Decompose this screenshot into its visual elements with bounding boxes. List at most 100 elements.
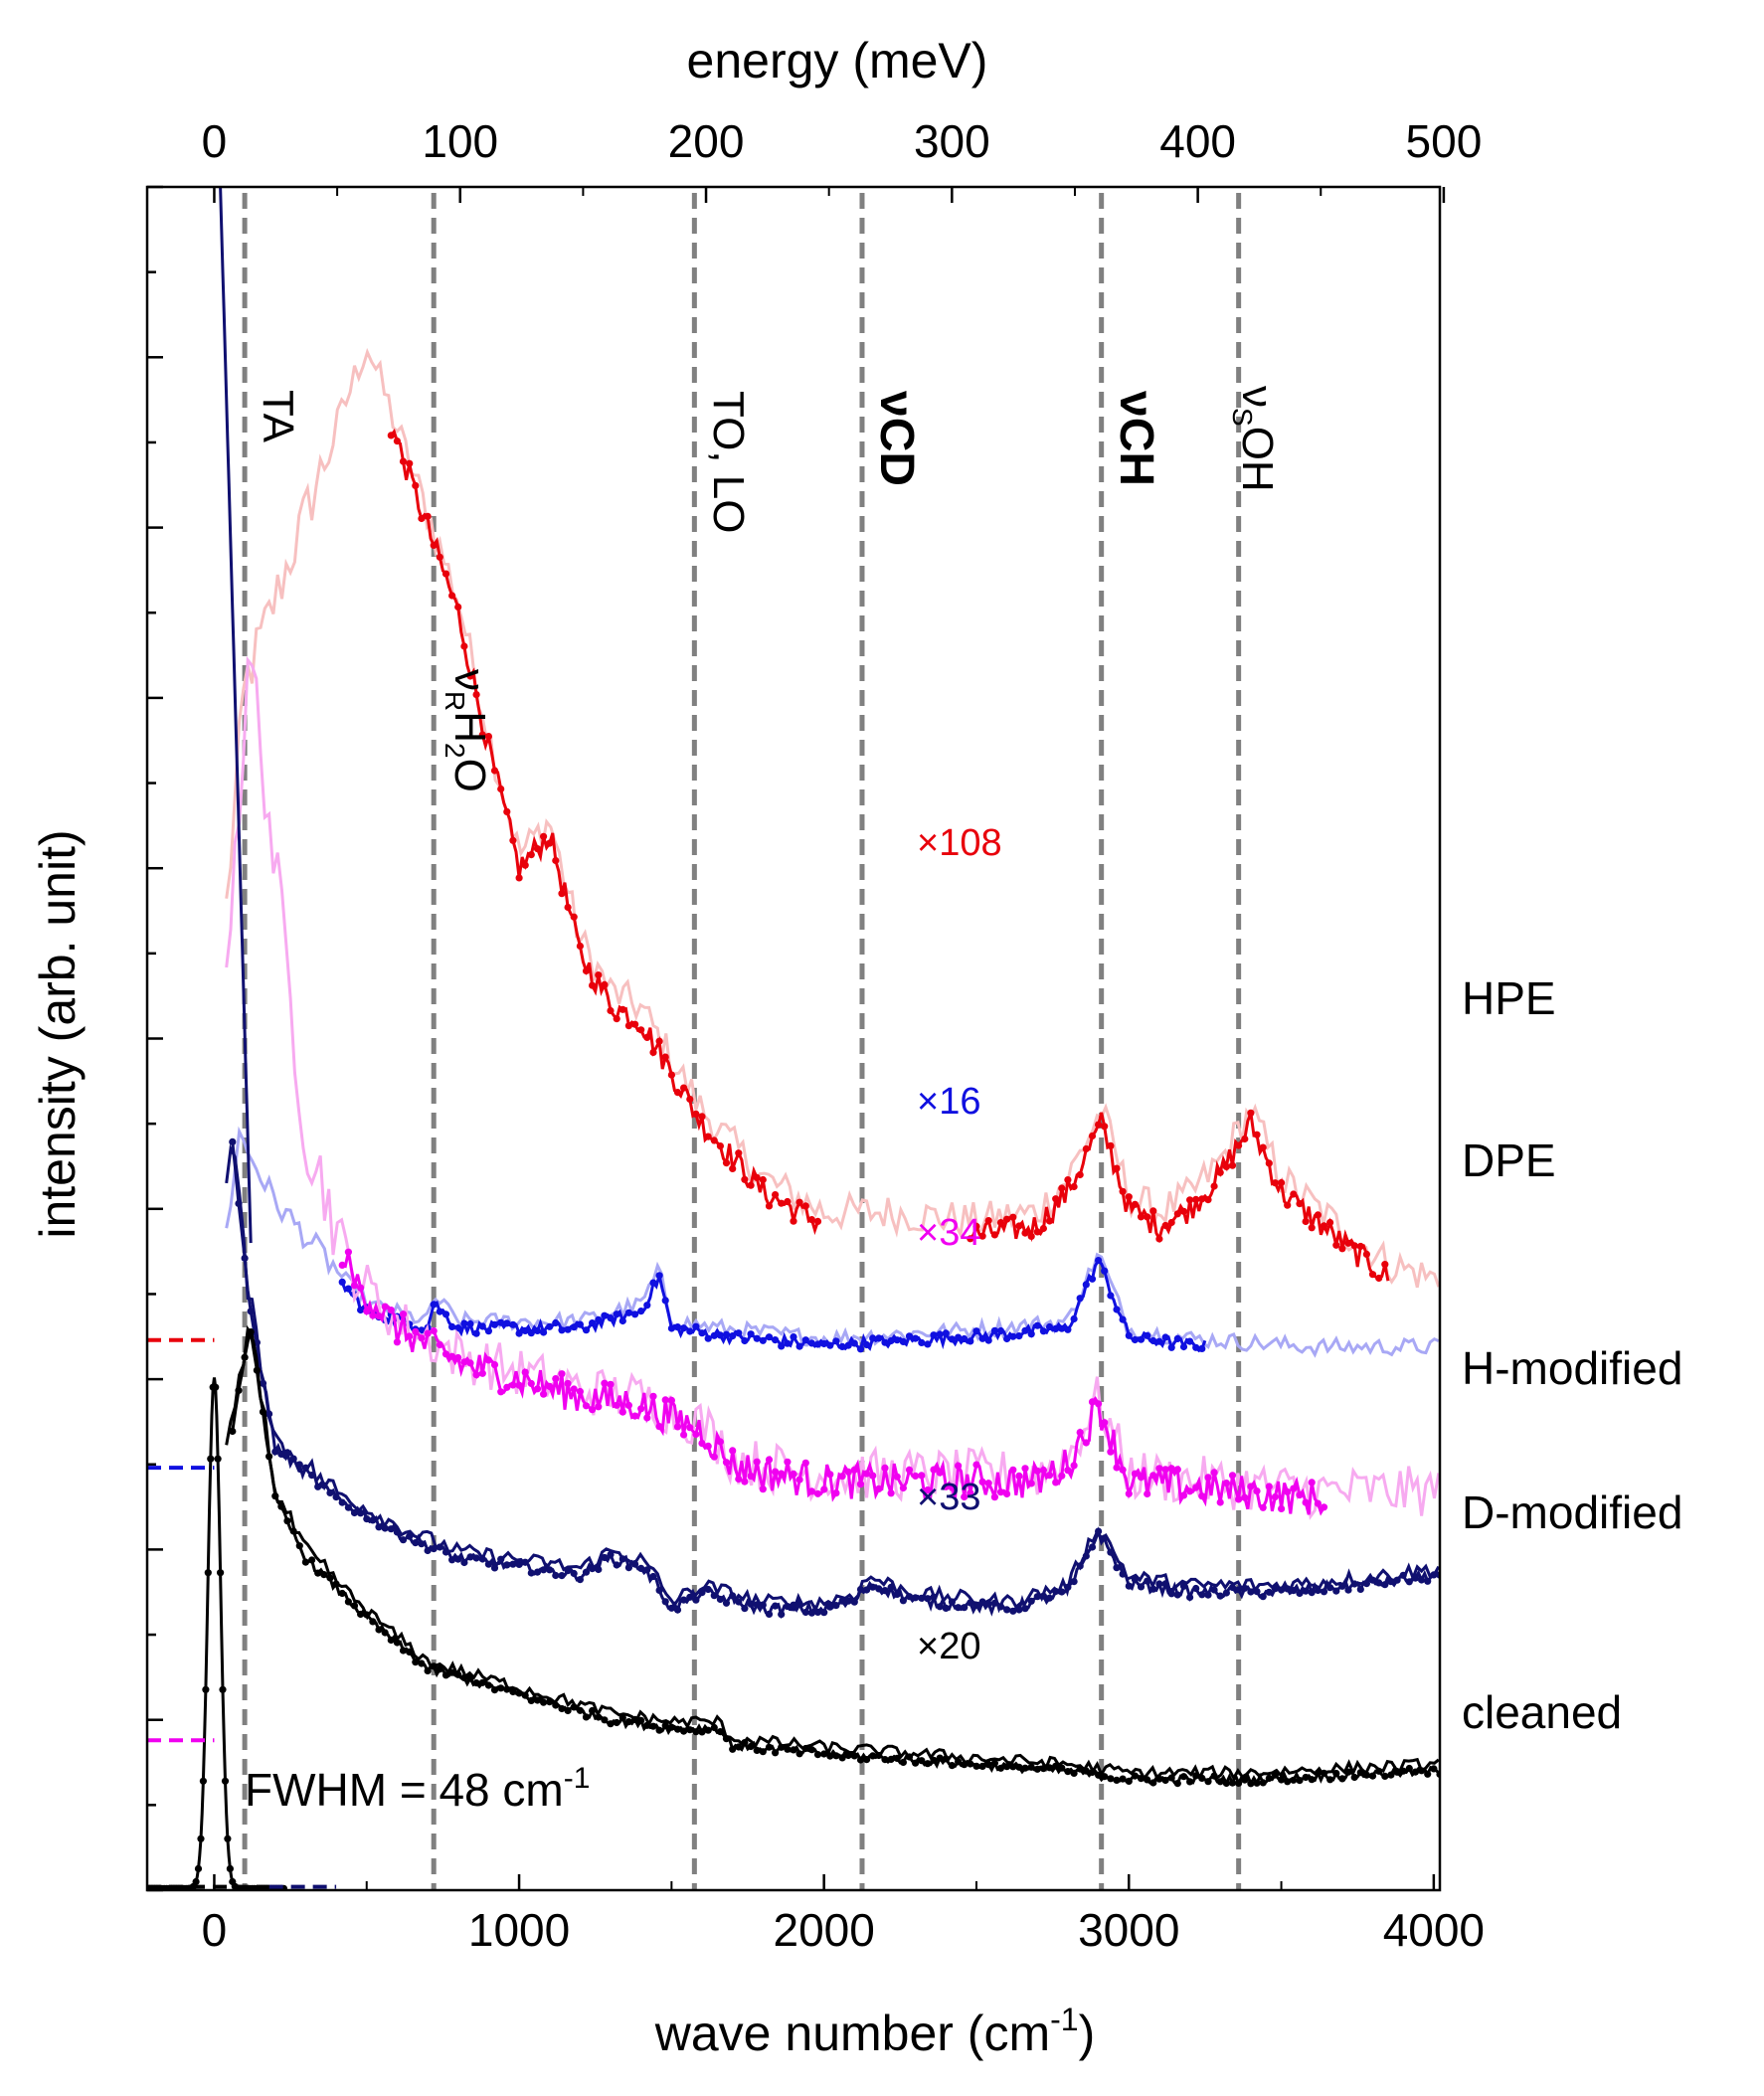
series-cleaned-point bbox=[1418, 1767, 1426, 1775]
series-d-modified-point bbox=[406, 1532, 414, 1540]
series-h-modified-point bbox=[1241, 1493, 1249, 1501]
series-dpe-point bbox=[948, 1335, 957, 1343]
series-cleaned-point bbox=[1296, 1777, 1304, 1785]
factor-cleaned: ×20 bbox=[917, 1626, 980, 1667]
series-hpe-point bbox=[1027, 1232, 1035, 1240]
series-hpe-point bbox=[595, 971, 603, 979]
series-hpe-point bbox=[759, 1175, 767, 1184]
series-dpe-point bbox=[607, 1314, 615, 1322]
series-dpe-point bbox=[686, 1327, 694, 1335]
series-hpe-point bbox=[1088, 1132, 1097, 1140]
series-hpe-point bbox=[1338, 1245, 1346, 1253]
series-d-modified-point bbox=[856, 1585, 865, 1594]
series-hpe-point bbox=[698, 1113, 706, 1121]
series-d-modified-point bbox=[484, 1560, 492, 1568]
series-h-modified-point bbox=[996, 1488, 1005, 1496]
series-dpe-point bbox=[466, 1319, 474, 1328]
series-cleaned-point bbox=[1430, 1765, 1438, 1773]
series-d-modified-point bbox=[686, 1593, 694, 1601]
series-dpe-point bbox=[790, 1333, 797, 1341]
series-cleaned-point bbox=[1332, 1769, 1340, 1778]
series-dpe-point bbox=[430, 1301, 438, 1309]
series-h-modified-point bbox=[338, 1261, 346, 1269]
series-hpe-point bbox=[424, 512, 432, 520]
series-cleaned-point bbox=[1125, 1777, 1133, 1785]
series-d-modified-point bbox=[967, 1599, 974, 1607]
series-d-modified-point bbox=[338, 1498, 346, 1506]
series-dpe-point bbox=[1155, 1337, 1163, 1345]
series-hpe-point bbox=[637, 1026, 645, 1034]
series-h-modified-point bbox=[552, 1375, 560, 1383]
series-cleaned-point bbox=[399, 1647, 408, 1655]
series-cleaned-point bbox=[722, 1735, 731, 1743]
series-cleaned-point bbox=[363, 1611, 371, 1619]
series-hpe-point bbox=[1204, 1196, 1212, 1204]
series-h-modified-point bbox=[1027, 1480, 1035, 1487]
series-cleaned-point bbox=[881, 1756, 889, 1764]
series-h-modified-point bbox=[881, 1464, 889, 1472]
series-d-modified-point bbox=[1350, 1580, 1358, 1588]
series-d-modified-point bbox=[1144, 1577, 1151, 1585]
series-h-modified-point bbox=[813, 1489, 822, 1497]
series-hpe-point bbox=[984, 1217, 992, 1225]
series-dpe-point bbox=[844, 1341, 852, 1349]
series-hpe-point bbox=[1296, 1200, 1304, 1208]
series-hpe-point bbox=[978, 1232, 986, 1240]
series-h-modified-point bbox=[393, 1338, 401, 1346]
series-h-modified-point bbox=[441, 1350, 450, 1358]
series-d-modified-point bbox=[1284, 1585, 1292, 1593]
top-tick-label: 200 bbox=[668, 115, 745, 167]
series-hpe-point bbox=[1235, 1141, 1243, 1149]
series-cleaned-point bbox=[637, 1716, 645, 1724]
series-hpe-point bbox=[1149, 1207, 1157, 1215]
series-dpe-point bbox=[1039, 1327, 1047, 1335]
series-d-modified-point bbox=[1411, 1574, 1420, 1582]
series-cleaned-point bbox=[850, 1752, 858, 1760]
series-d-modified-point bbox=[1033, 1593, 1041, 1601]
series-dpe-point bbox=[1015, 1332, 1023, 1340]
series-cleaned-point bbox=[1387, 1771, 1395, 1779]
series-cleaned-point bbox=[844, 1751, 852, 1760]
series-d-modified-point bbox=[673, 1606, 682, 1614]
series-hpe-point bbox=[1290, 1190, 1298, 1198]
series-h-modified-point bbox=[655, 1423, 663, 1431]
series-h-modified-point bbox=[637, 1405, 645, 1413]
series-dpe-point bbox=[1045, 1322, 1054, 1331]
series-d-modified-point bbox=[905, 1593, 914, 1601]
series-cleaned-point bbox=[905, 1753, 914, 1761]
series-cleaned-point bbox=[241, 1353, 249, 1361]
series-h-modified-point bbox=[540, 1390, 548, 1398]
series-d-modified-point bbox=[655, 1586, 663, 1594]
series-d-modified-point bbox=[863, 1586, 871, 1594]
bottom-tick-label: 3000 bbox=[1078, 1904, 1179, 1956]
series-hpe-point bbox=[1222, 1162, 1230, 1170]
bottom-tick-label: 0 bbox=[202, 1904, 228, 1956]
series-d-modified-point bbox=[1338, 1582, 1346, 1590]
series-h-modified-point bbox=[1228, 1472, 1237, 1480]
top-tick-label: 400 bbox=[1159, 115, 1236, 167]
series-hpe-point bbox=[704, 1133, 712, 1140]
series-h-modified-point bbox=[1290, 1485, 1298, 1492]
series-hpe-trace-2 bbox=[969, 1112, 1390, 1282]
series-h-modified-point bbox=[375, 1312, 383, 1320]
series-dpe-point bbox=[716, 1331, 725, 1339]
series-hpe-point bbox=[1284, 1201, 1292, 1209]
series-h-modified-point bbox=[850, 1466, 858, 1474]
series-h-modified-point bbox=[856, 1481, 865, 1488]
series-hpe-point bbox=[1210, 1182, 1218, 1190]
series-dpe-point bbox=[1179, 1342, 1188, 1351]
series-h-modified-point bbox=[924, 1485, 932, 1494]
series-h-modified-point bbox=[546, 1382, 554, 1390]
series-hpe-point bbox=[1259, 1143, 1267, 1151]
series-cleaned-point bbox=[490, 1686, 499, 1694]
series-hpe-point bbox=[643, 1033, 651, 1041]
series-dpe-point bbox=[942, 1329, 950, 1337]
series-cleaned-point bbox=[589, 1706, 597, 1715]
series-cleaned-point bbox=[295, 1542, 303, 1550]
series-cleaned-point bbox=[1265, 1774, 1273, 1783]
series-h-modified-point bbox=[729, 1447, 737, 1455]
series-dpe-point bbox=[1095, 1257, 1103, 1265]
series-cleaned-point bbox=[540, 1698, 548, 1706]
series-d-modified-point bbox=[820, 1609, 828, 1617]
series-d-modified-point bbox=[497, 1555, 505, 1563]
